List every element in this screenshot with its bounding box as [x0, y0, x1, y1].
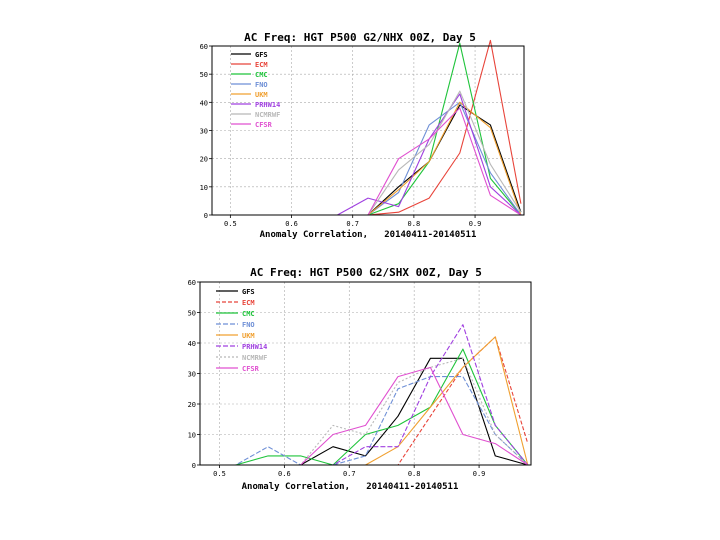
- chart-nhx: AC Freq: HGT P500 G2/NHX 00Z, Day 5 0 10 2…: [200, 31, 525, 240]
- x-tick-label: 0.7: [346, 220, 359, 228]
- chart-nhx-y-ticks: 0 10 20 30 40 50 60: [200, 43, 212, 220]
- chart-shx: AC Freq: HGT P500 G2/SHX 00Z, Day 5 0 10 2…: [188, 266, 532, 492]
- y-tick-label: 0: [204, 212, 208, 220]
- x-tick-label: 0.5: [224, 220, 237, 228]
- chart-nhx-x-label: Anomaly Correlation, 20140411-20140511: [260, 229, 477, 240]
- x-tick-label: 0.6: [285, 220, 298, 228]
- chart-nhx-gridlines: [212, 46, 524, 215]
- chart-shx-x-ticks: 0.5 0.6 0.7 0.8 0.9: [213, 465, 485, 478]
- y-tick-label: 40: [200, 99, 208, 107]
- y-tick-label: 50: [200, 71, 208, 79]
- y-tick-label: 30: [188, 371, 196, 379]
- legend-label-prhw14: PRHW14: [255, 101, 280, 109]
- legend-label-ncmrwf: NCMRWF: [242, 354, 267, 362]
- series-line-fno: [203, 376, 529, 466]
- chart-shx-y-ticks: 0 10 20 30 40 50 60: [188, 279, 200, 470]
- legend-label-ecm: ECM: [242, 299, 255, 307]
- legend-label-fno: FNO: [242, 321, 255, 329]
- x-tick-label: 0.7: [343, 470, 356, 478]
- legend-label-gfs: GFS: [242, 288, 255, 296]
- legend-label-ukm: UKM: [242, 332, 255, 340]
- x-tick-label: 0.6: [278, 470, 291, 478]
- series-line-prhw14: [203, 324, 529, 466]
- y-tick-label: 40: [188, 340, 196, 348]
- x-tick-label: 0.8: [408, 220, 421, 228]
- y-tick-label: 20: [200, 156, 208, 164]
- chart-nhx-series: [276, 39, 522, 216]
- legend-label-ecm: ECM: [255, 61, 268, 69]
- y-tick-label: 10: [188, 432, 196, 440]
- x-tick-label: 0.8: [408, 470, 421, 478]
- chart-shx-legend: GFS ECM CMC FNO UKM PRHW14 NCMRWF CFSR: [216, 288, 267, 373]
- x-tick-label: 0.9: [473, 470, 486, 478]
- series-line-gfs: [276, 104, 522, 216]
- x-tick-label: 0.9: [469, 220, 482, 228]
- chart-nhx-legend: GFS ECM CMC FNO UKM PRHW14 NCMRWF CFSR: [231, 51, 280, 129]
- series-line-cfsr: [276, 107, 522, 216]
- chart-nhx-x-ticks: 0.5 0.6 0.7 0.8 0.9: [224, 215, 481, 228]
- legend-label-prhw14: PRHW14: [242, 343, 267, 351]
- y-tick-label: 30: [200, 128, 208, 136]
- legend-label-gfs: GFS: [255, 51, 268, 59]
- chart-shx-title: AC Freq: HGT P500 G2/SHX 00Z, Day 5: [250, 266, 482, 279]
- x-tick-label: 0.5: [213, 470, 226, 478]
- y-tick-label: 60: [200, 43, 208, 51]
- y-tick-label: 10: [200, 184, 208, 192]
- legend-label-cmc: CMC: [242, 310, 255, 318]
- legend-label-cfsr: CFSR: [242, 365, 260, 373]
- series-line-cmc: [203, 348, 529, 466]
- series-line-ecm: [276, 39, 522, 216]
- y-tick-label: 60: [188, 279, 196, 287]
- chart-shx-x-label: Anomaly Correlation, 20140411-20140511: [242, 481, 459, 492]
- legend-label-cmc: CMC: [255, 71, 268, 79]
- chart-nhx-title: AC Freq: HGT P500 G2/NHX 00Z, Day 5: [244, 31, 476, 44]
- legend-label-ukm: UKM: [255, 91, 268, 99]
- legend-label-ncmrwf: NCMRWF: [255, 111, 280, 119]
- series-line-prhw14: [276, 93, 522, 216]
- legend-label-fno: FNO: [255, 81, 268, 89]
- series-line-ncmrwf: [203, 357, 529, 466]
- y-tick-label: 0: [192, 462, 196, 470]
- y-tick-label: 50: [188, 310, 196, 318]
- y-tick-label: 20: [188, 401, 196, 409]
- legend-label-cfsr: CFSR: [255, 121, 273, 129]
